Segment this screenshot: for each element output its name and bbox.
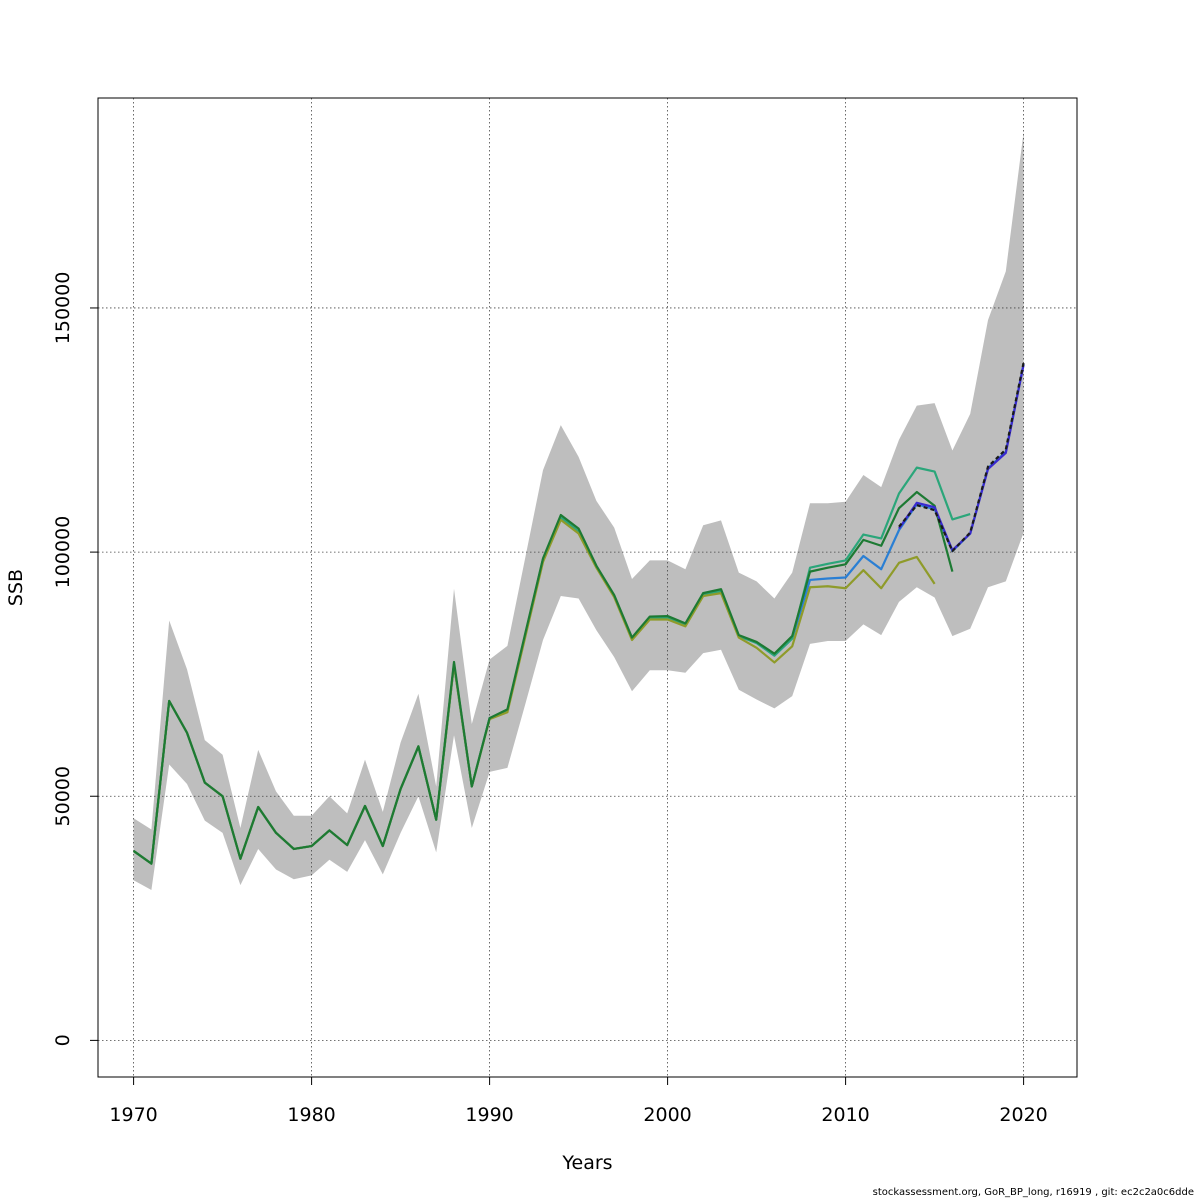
series-line-6 xyxy=(898,362,1025,553)
x-axis: 1970 1980 1990 2000 2010 2020 xyxy=(109,1077,1048,1126)
y-tick-label: 100000 xyxy=(52,516,74,589)
y-tick-label: 0 xyxy=(52,1034,74,1046)
x-tick-label: 2010 xyxy=(821,1104,869,1126)
series-layer xyxy=(132,362,1025,865)
confidence-band xyxy=(133,132,1024,890)
x-tick-label: 1980 xyxy=(287,1104,335,1126)
y-axis: 0 50000 100000 150000 xyxy=(52,272,98,1046)
series-line-4 xyxy=(132,490,954,865)
plot-frame xyxy=(97,97,1078,1078)
x-tick-label: 1970 xyxy=(109,1104,157,1126)
x-axis-title: Years xyxy=(561,1152,612,1174)
confidence-band-layer xyxy=(133,132,1024,890)
series-line-5 xyxy=(898,364,1025,552)
y-tick-label: 150000 xyxy=(52,272,74,345)
x-tick-label: 2020 xyxy=(999,1104,1047,1126)
y-axis-title: SSB xyxy=(5,569,27,606)
x-tick-label: 2000 xyxy=(643,1104,691,1126)
footer-note: stockassessment.org, GoR_BP_long, r16919… xyxy=(872,1187,1194,1198)
x-tick-label: 1990 xyxy=(465,1104,513,1126)
y-tick-label: 50000 xyxy=(52,766,74,826)
